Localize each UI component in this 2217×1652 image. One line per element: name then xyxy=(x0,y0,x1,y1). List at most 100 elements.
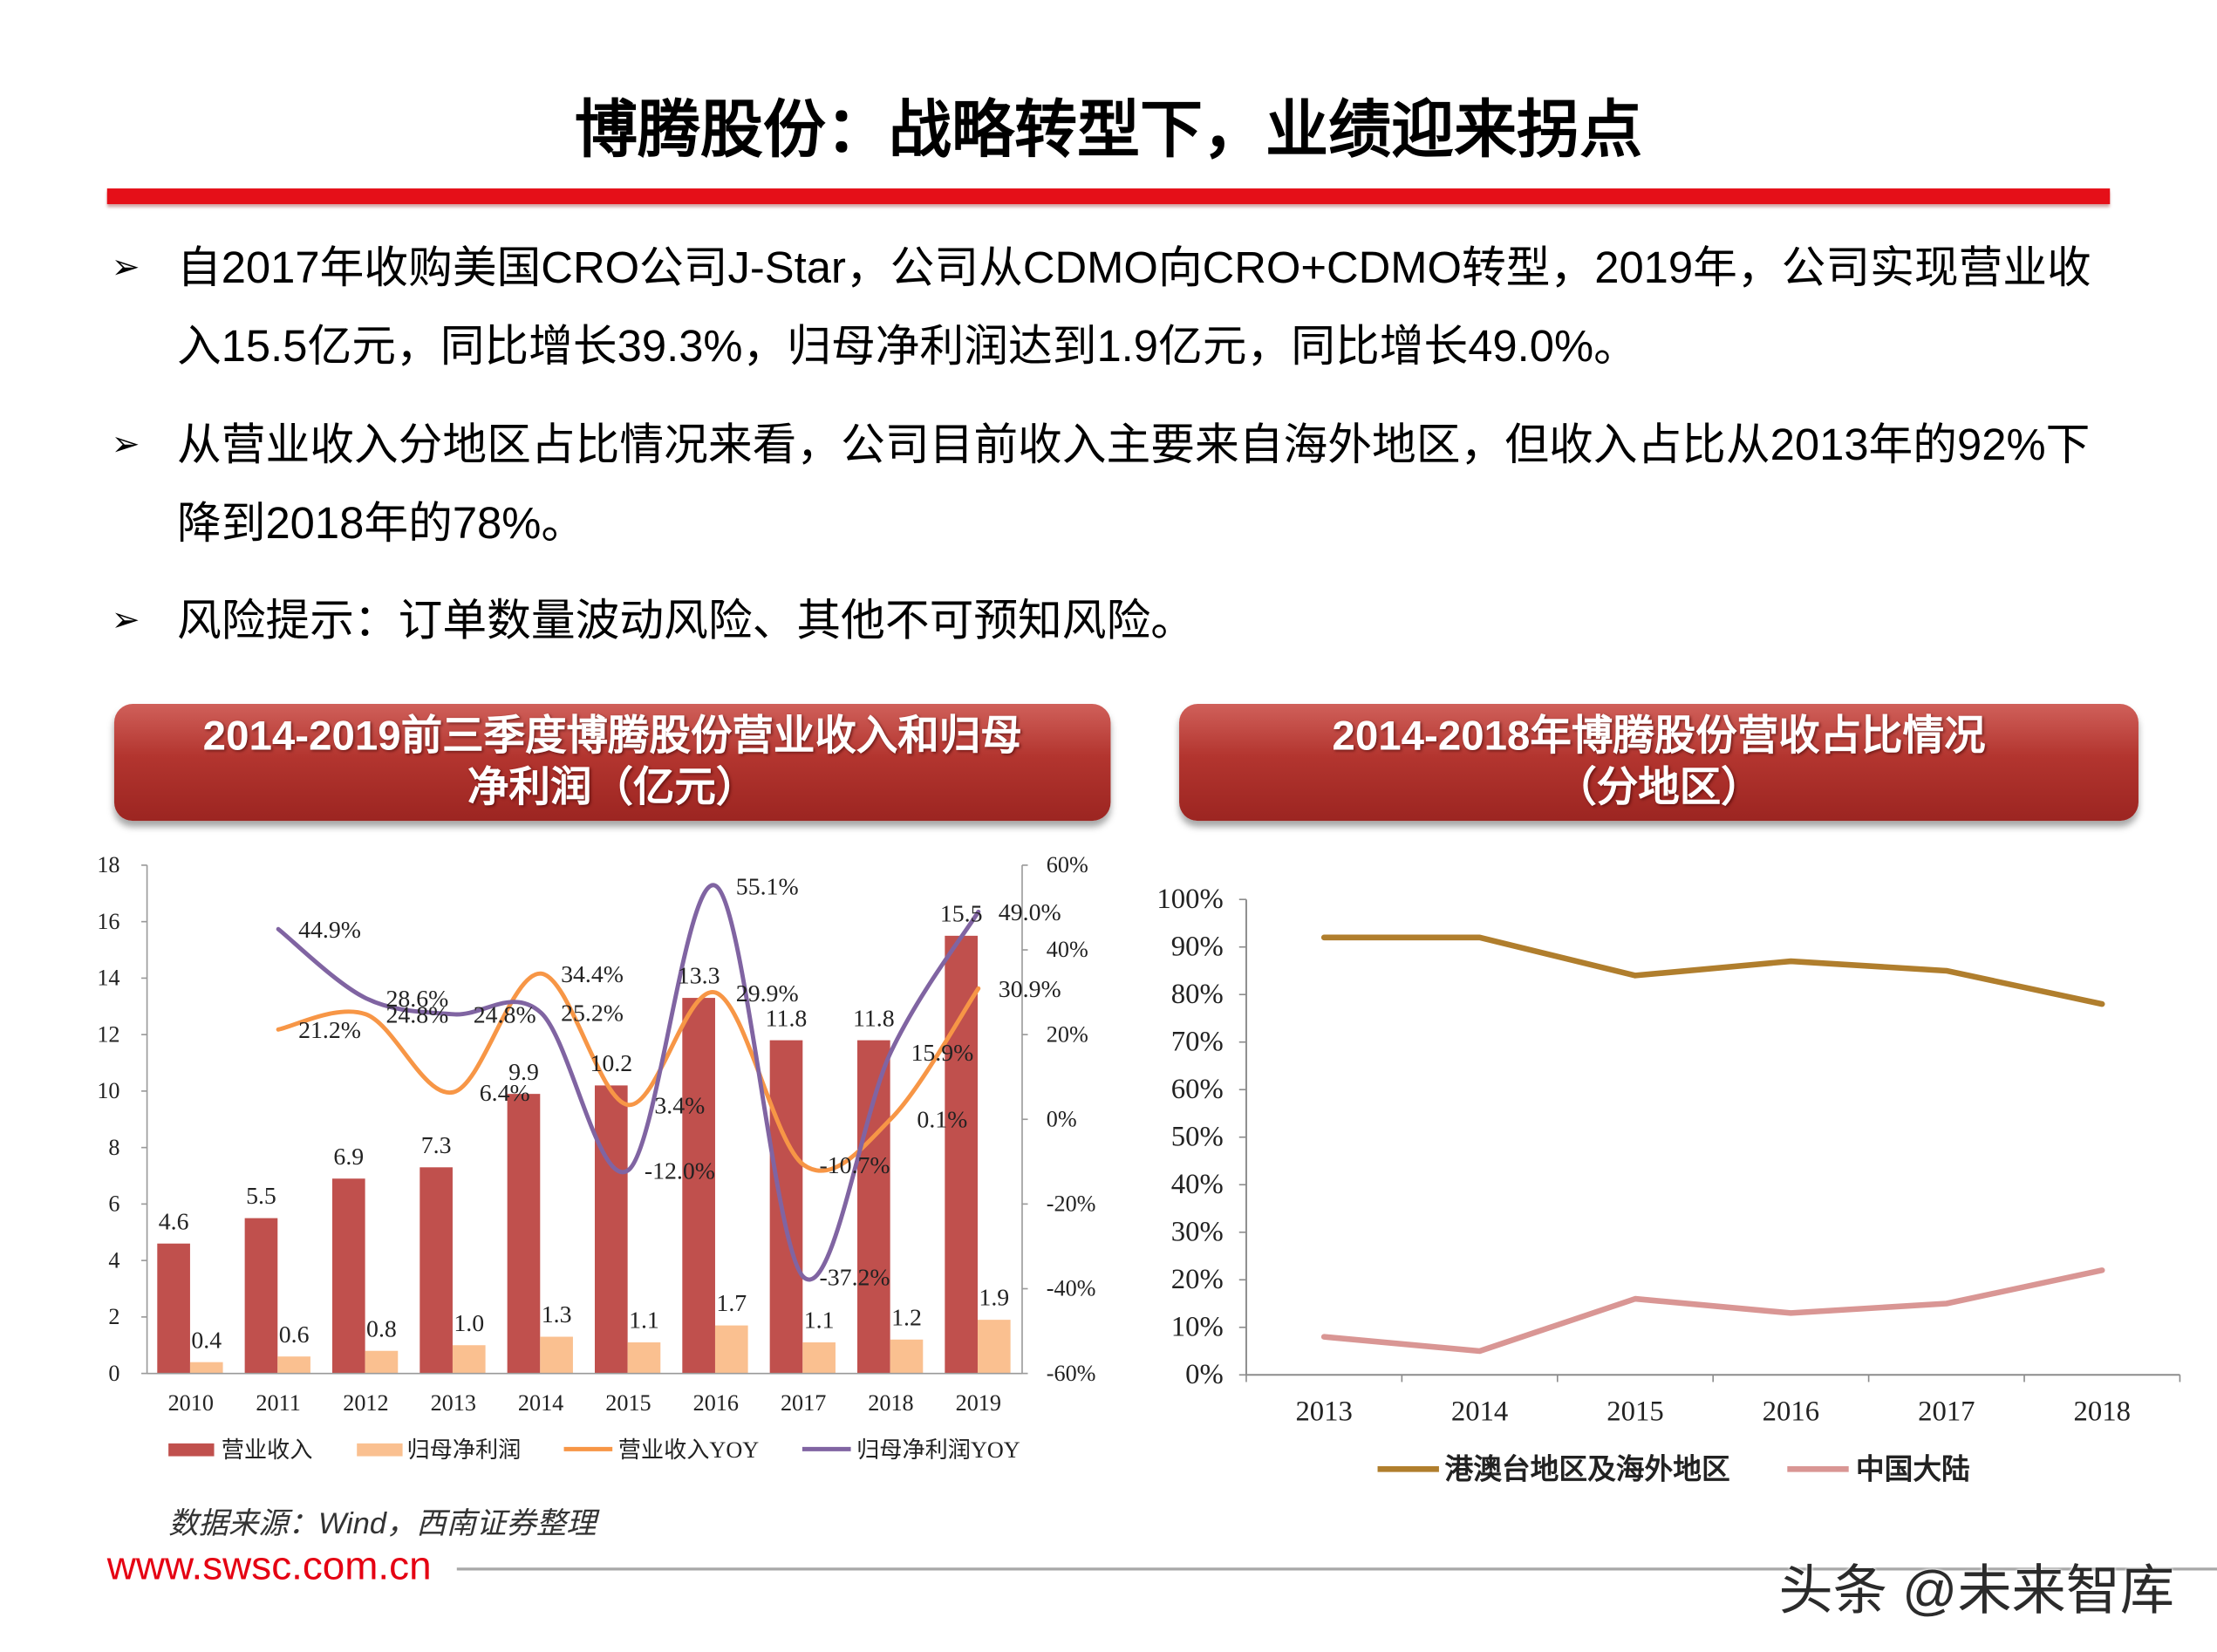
left-y-tick-label: 8 xyxy=(108,1135,119,1160)
line-value-label: 3.4% xyxy=(654,1093,705,1120)
bar-value-label: 0.8 xyxy=(366,1315,397,1342)
legend-label: 归母净利润 xyxy=(406,1437,521,1463)
overseas-share-line xyxy=(1320,934,2105,1007)
mainland-china-share-line xyxy=(1320,1267,2105,1355)
left-y-tick-label: 0 xyxy=(108,1361,119,1386)
bullet-text-line: 从营业收入分地区占比情况来看，公司目前收入主要来自海外地区，但收入占比从2013… xyxy=(176,420,2091,470)
revenue-bar xyxy=(420,1167,453,1374)
legend-label: 营业收入YOY xyxy=(618,1437,759,1463)
right-y-tick-label: 0% xyxy=(1047,1106,1077,1131)
x-tick-label: 2011 xyxy=(256,1390,300,1416)
y-tick-label: 10% xyxy=(1171,1312,1224,1343)
revenue-bar xyxy=(945,935,978,1374)
right-chart-title-line: 2014-2018年博腾股份营收占比情况 xyxy=(1332,713,1986,760)
title-underline-bar xyxy=(106,188,2111,205)
line-value-label: 25.2% xyxy=(561,1000,624,1027)
bar-value-label: 1.0 xyxy=(454,1310,484,1337)
x-tick-label: 2012 xyxy=(343,1390,388,1416)
net-profit-yoy-line xyxy=(276,883,981,1282)
arrow-bullet-icon: ➢ xyxy=(111,247,140,288)
right-y-tick-label: -20% xyxy=(1047,1191,1096,1217)
bar-value-label: 1.7 xyxy=(716,1290,747,1317)
bullet-text-line: 入15.5亿元，同比增长39.3%，归母净利润达到1.9亿元，同比增长49.0%… xyxy=(176,321,1638,372)
bullet-text: 从营业收入分地区占比情况来看，公司目前收入主要来自海外地区，但收入占比从2013… xyxy=(177,406,2090,563)
bullet-text-line: 自2017年收购美国CRO公司J-Star，公司从CDMO向CRO+CDMO转型… xyxy=(176,242,2091,293)
line-value-label: 6.4% xyxy=(480,1080,530,1107)
watermark-text: 头条 @未来智库 xyxy=(1778,1561,2175,1622)
net-profit-bar xyxy=(977,1320,1011,1374)
bar-value-label: 0.4 xyxy=(191,1327,222,1354)
left-y-tick-label: 6 xyxy=(108,1191,119,1217)
x-tick-label: 2010 xyxy=(168,1390,214,1416)
x-tick-label: 2014 xyxy=(518,1390,563,1416)
x-tick-label: 2014 xyxy=(1451,1396,1508,1428)
left-y-tick-label: 18 xyxy=(97,852,119,877)
y-tick-label: 60% xyxy=(1171,1074,1224,1105)
line-value-label: 44.9% xyxy=(298,917,361,944)
revenue-bar xyxy=(157,1243,190,1374)
x-tick-label: 2017 xyxy=(781,1390,826,1416)
right-y-tick-label: 60% xyxy=(1047,852,1088,877)
x-tick-label: 2018 xyxy=(868,1390,913,1416)
net-profit-bar xyxy=(627,1342,661,1374)
bar-value-label: 11.8 xyxy=(766,1005,808,1032)
bar-value-label: 1.1 xyxy=(804,1307,835,1335)
bullet-text: 自2017年收购美国CRO公司J-Star，公司从CDMO向CRO+CDMO转型… xyxy=(177,229,2091,386)
arrow-bullet-icon: ➢ xyxy=(111,599,140,640)
net-profit-bar xyxy=(714,1325,748,1374)
line-value-label: -37.2% xyxy=(819,1265,890,1292)
bar-value-label: 15.5 xyxy=(940,900,983,927)
line-value-label: 49.0% xyxy=(999,899,1061,926)
revenue-and-net-profit-chart: 0 2 4 6 8 10 12 14 16 18 -60% -40% -20% 0% 20% 40% 60% 20… xyxy=(97,852,1096,1463)
left-chart-title-box: 2014-2019前三季度博腾股份营业收入和归母 净利润（亿元） xyxy=(113,703,1111,822)
revenue-bar xyxy=(682,998,715,1374)
legend-label: 中国大陆 xyxy=(1856,1454,1970,1486)
bar-value-label: 9.9 xyxy=(508,1059,539,1086)
x-tick-label: 2016 xyxy=(1763,1396,1819,1428)
legend-label: 归母净利润YOY xyxy=(856,1437,1020,1463)
revenue-share-by-region-chart: 0% 10% 20% 30% 40% 50% 60% 70% 80% 90% 100% 2013 201… xyxy=(1156,884,2181,1486)
bar-value-label: 0.6 xyxy=(279,1321,310,1348)
right-chart-title-box: 2014-2018年博腾股份营收占比情况 （分地区） xyxy=(1179,703,2139,822)
revenue-bar xyxy=(594,1085,628,1374)
bar-value-label: 4.6 xyxy=(159,1208,189,1235)
line-value-label: -12.0% xyxy=(645,1157,715,1184)
line-value-label: 28.6% xyxy=(385,986,448,1013)
y-tick-label: 80% xyxy=(1171,979,1224,1010)
bar-value-label: 1.1 xyxy=(629,1307,659,1335)
bar-value-label: 6.9 xyxy=(333,1143,364,1171)
left-y-tick-label: 14 xyxy=(97,966,119,991)
bar-value-label: 1.9 xyxy=(979,1285,1009,1312)
legend-label: 营业收入 xyxy=(222,1437,313,1463)
bullet-text-line: 风险提示：订单数量波动风险、其他不可预知风险。 xyxy=(176,595,1196,645)
line-value-label: 34.4% xyxy=(561,961,624,988)
y-tick-label: 100% xyxy=(1156,884,1223,915)
x-tick-label: 2016 xyxy=(693,1390,739,1416)
footer-website: www.swsc.com.cn xyxy=(106,1543,432,1588)
right-y-tick-label: 40% xyxy=(1047,937,1088,962)
x-tick-label: 2019 xyxy=(956,1390,1001,1416)
line-value-label: 30.9% xyxy=(999,976,1061,1003)
left-chart-title-line: 2014-2019前三季度博腾股份营业收入和归母 xyxy=(202,713,1022,760)
left-y-tick-label: 16 xyxy=(97,909,119,934)
net-profit-bar xyxy=(365,1350,399,1374)
footer-divider xyxy=(456,1567,2217,1571)
right-y-tick-label: 20% xyxy=(1047,1021,1088,1047)
bar-value-label: 10.2 xyxy=(590,1050,632,1077)
revenue-bar xyxy=(856,1040,890,1374)
revenue-bar xyxy=(769,1040,803,1374)
net-profit-bar xyxy=(277,1356,310,1374)
left-y-tick-label: 2 xyxy=(108,1304,119,1329)
x-tick-label: 2015 xyxy=(1606,1396,1663,1428)
line-value-label: 24.8% xyxy=(474,1002,536,1029)
y-tick-label: 70% xyxy=(1171,1027,1224,1058)
x-tick-label: 2015 xyxy=(605,1390,651,1416)
line-value-label: 55.1% xyxy=(736,874,799,901)
bullet-text: 风险提示：订单数量波动风险、其他不可预知风险。 xyxy=(177,581,1195,659)
bar-value-label: 5.5 xyxy=(246,1183,276,1210)
line-value-label: 24.8% xyxy=(385,1002,448,1029)
y-tick-label: 90% xyxy=(1171,932,1224,963)
bar-value-label: 11.8 xyxy=(853,1005,895,1032)
x-tick-label: 2017 xyxy=(1918,1396,1975,1428)
